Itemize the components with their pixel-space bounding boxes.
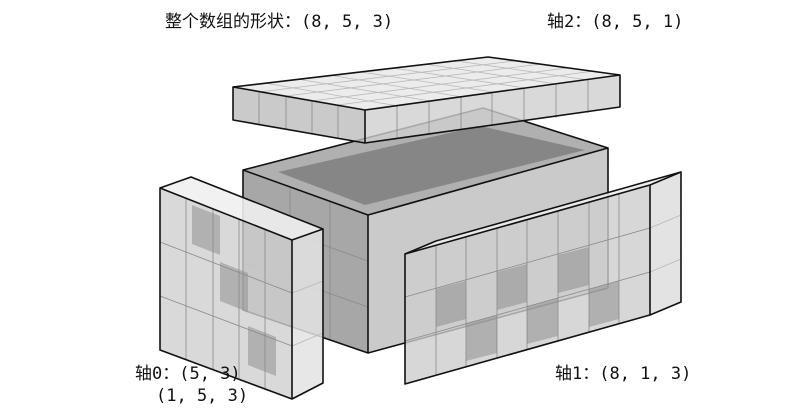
axis2-slab-left-face [233, 87, 365, 143]
axis1-slab-front-grid [404, 194, 651, 375]
whole-array-shape-label: 整个数组的形状：(8, 5, 3) [165, 12, 394, 32]
axis1-slab-outline [404, 171, 682, 385]
axis2-slab-outline [232, 56, 621, 144]
axis1-slab-top-face [405, 172, 681, 254]
axis0-label: 轴0：(5, 3) [135, 364, 241, 384]
axis0-slab-outline [159, 176, 324, 400]
central-block-inner-band [278, 126, 585, 205]
axis2-slab [232, 56, 621, 144]
axis2-slab-top-grid [258, 60, 595, 107]
axis0-slab-top-face [160, 177, 323, 240]
axis2-label: 轴2：(8, 5, 1) [547, 12, 684, 32]
axis1-label: 轴1：(8, 1, 3) [555, 364, 692, 384]
axis1-slab-right-face [650, 172, 681, 315]
axis0-slab-right-face [292, 229, 323, 399]
axis0-slab-right-grid [291, 280, 324, 347]
axis2-slab-front-grid [258, 80, 589, 139]
axis0-slab [159, 176, 324, 400]
axis1-slab-right-grid [649, 214, 682, 273]
axis0-slab-front-grid [159, 198, 293, 389]
axis1-slab [404, 171, 682, 385]
axis0-shape-label: (1, 5, 3) [156, 386, 249, 406]
